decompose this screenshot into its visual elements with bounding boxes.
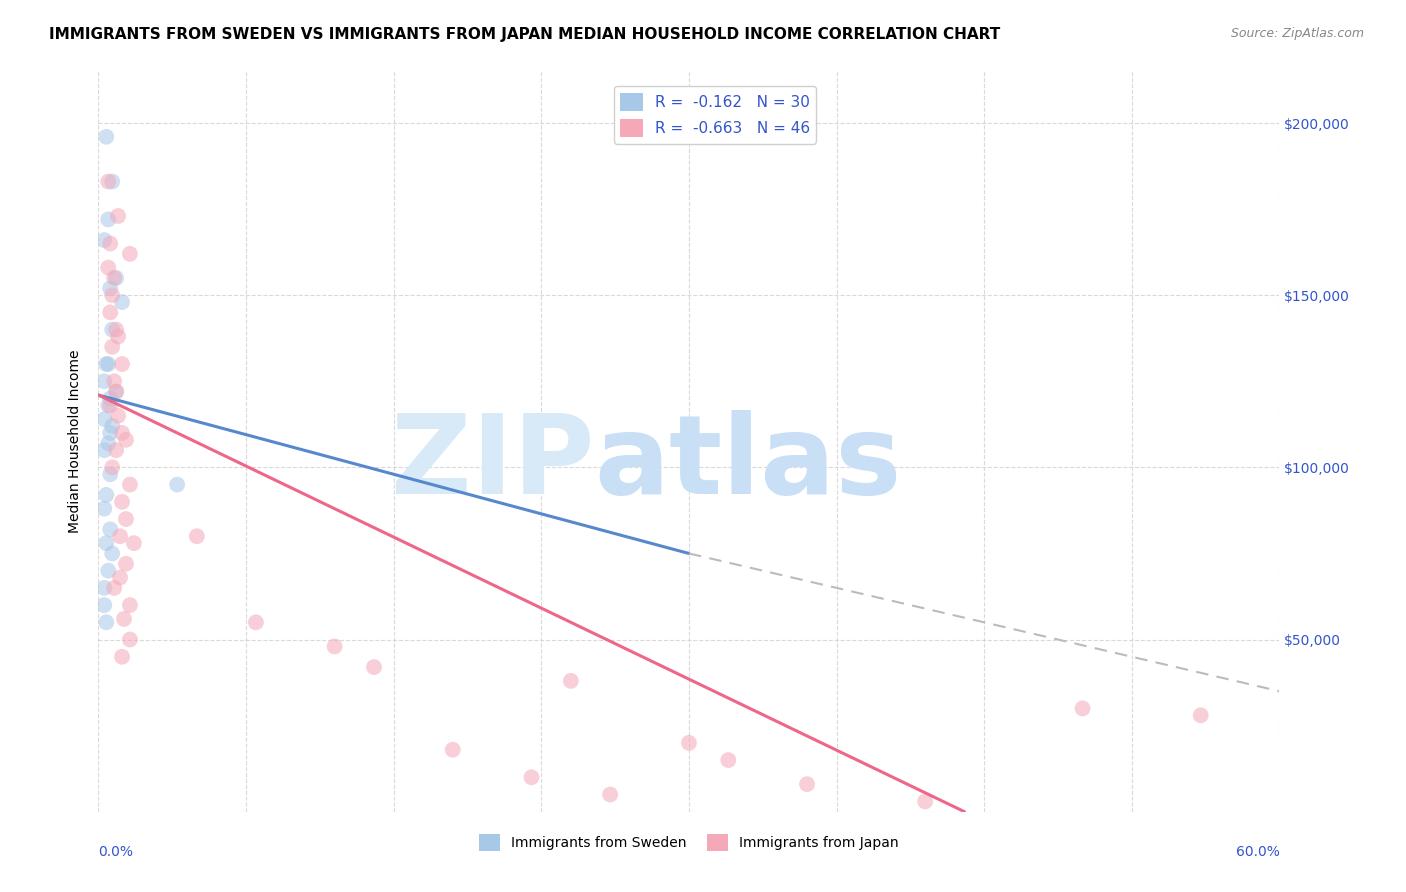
Point [115, 557, 138, 571]
Point [97, 260, 120, 275]
Point [96, 615, 118, 630]
Point [97, 398, 120, 412]
Point [717, 753, 740, 767]
Point [105, 323, 128, 337]
Point [560, 673, 582, 688]
Point [93, 374, 115, 388]
Point [112, 612, 135, 626]
Text: Source: ZipAtlas.com: Source: ZipAtlas.com [1230, 27, 1364, 40]
Point [101, 175, 124, 189]
Point [101, 323, 124, 337]
Point [115, 512, 138, 526]
Point [98, 398, 121, 412]
Point [97, 564, 120, 578]
Point [186, 529, 208, 543]
Point [96, 129, 118, 144]
Point [93, 233, 115, 247]
Point [118, 598, 141, 612]
Point [98, 467, 121, 482]
Point [166, 477, 188, 491]
Point [363, 660, 385, 674]
Point [105, 384, 128, 399]
Point [101, 419, 124, 434]
Point [111, 295, 134, 310]
Point [103, 581, 125, 595]
Point [93, 581, 115, 595]
Point [97, 175, 120, 189]
Point [1189, 708, 1212, 723]
Point [93, 501, 115, 516]
Point [101, 288, 124, 302]
Point [107, 329, 129, 343]
Point [520, 770, 543, 784]
Text: IMMIGRANTS FROM SWEDEN VS IMMIGRANTS FROM JAPAN MEDIAN HOUSEHOLD INCOME CORRELAT: IMMIGRANTS FROM SWEDEN VS IMMIGRANTS FRO… [49, 27, 1001, 42]
Point [98, 236, 121, 251]
Point [98, 281, 121, 295]
Point [118, 247, 141, 261]
Point [103, 271, 125, 285]
Point [108, 529, 131, 543]
Point [108, 570, 131, 584]
Point [599, 788, 621, 802]
Point [97, 212, 120, 227]
Text: atlas: atlas [595, 410, 901, 517]
Text: 60.0%: 60.0% [1236, 845, 1279, 859]
Legend: Immigrants from Sweden, Immigrants from Japan: Immigrants from Sweden, Immigrants from … [474, 829, 904, 856]
Point [96, 536, 118, 550]
Point [118, 632, 141, 647]
Point [678, 736, 700, 750]
Point [93, 598, 115, 612]
Point [101, 340, 124, 354]
Point [98, 425, 121, 440]
Point [97, 436, 120, 450]
Point [98, 305, 121, 319]
Point [1071, 701, 1094, 715]
Point [96, 357, 118, 371]
Point [441, 743, 464, 757]
Point [101, 460, 124, 475]
Point [105, 271, 128, 285]
Point [111, 649, 134, 664]
Y-axis label: Median Household Income: Median Household Income [69, 350, 83, 533]
Point [96, 488, 118, 502]
Point [115, 433, 138, 447]
Point [796, 777, 818, 791]
Point [98, 392, 121, 406]
Point [122, 536, 145, 550]
Point [107, 209, 129, 223]
Point [98, 522, 121, 536]
Point [93, 412, 115, 426]
Point [103, 374, 125, 388]
Point [118, 477, 141, 491]
Point [914, 794, 936, 808]
Point [107, 409, 129, 423]
Point [111, 495, 134, 509]
Text: ZIP: ZIP [391, 410, 595, 517]
Point [323, 640, 346, 654]
Point [111, 425, 134, 440]
Point [101, 546, 124, 560]
Text: 0.0%: 0.0% [98, 845, 134, 859]
Point [93, 443, 115, 458]
Point [111, 357, 134, 371]
Point [245, 615, 267, 630]
Point [97, 357, 120, 371]
Point [105, 384, 128, 399]
Point [105, 443, 128, 458]
